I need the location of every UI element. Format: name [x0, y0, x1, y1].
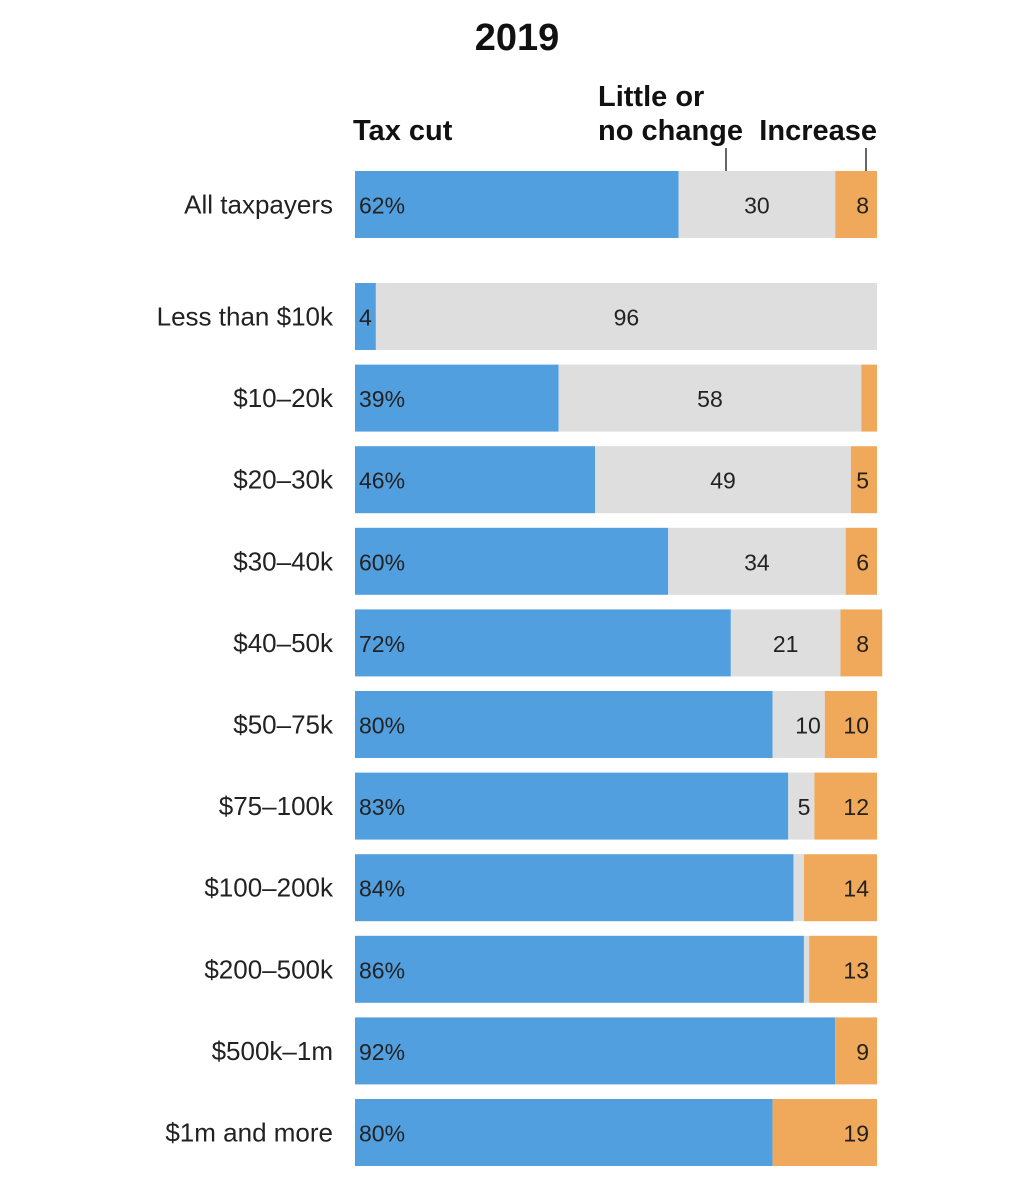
data-label: 34 — [744, 549, 770, 575]
data-label: 39% — [359, 386, 405, 412]
bar-segment-increase — [845, 527, 877, 595]
bar-segment-increase — [835, 171, 877, 238]
bar-segment-tax-cut — [355, 446, 596, 514]
bar-segment-tax-cut — [355, 1099, 773, 1166]
data-label: 92% — [359, 1039, 405, 1065]
category-label: $30–40k — [233, 546, 334, 576]
bar-row: $40–50k 72% 21 8 — [233, 609, 883, 677]
bar-segment-increase — [850, 446, 877, 514]
category-label: Less than $10k — [157, 302, 334, 332]
chart-title: 2019 — [475, 17, 560, 59]
category-label: $20–30k — [233, 465, 334, 495]
bar-row: $50–75k 80% 10 10 — [233, 691, 877, 758]
bar-segment-tax-cut — [355, 171, 679, 238]
bar-segment-little-or-no-change — [558, 364, 862, 432]
category-label: $500k–1m — [212, 1036, 333, 1066]
data-label: 72% — [359, 631, 405, 657]
data-label: 21 — [773, 631, 799, 657]
category-label: $40–50k — [233, 628, 334, 658]
bar-row: Less than $10k 4 96 — [157, 283, 877, 350]
data-label: 86% — [359, 957, 405, 983]
bar-row: $20–30k 46% 49 5 — [233, 446, 877, 514]
bar-segment-little-or-no-change — [730, 609, 841, 677]
bar-segment-tax-cut — [355, 527, 669, 595]
data-label: 96 — [614, 305, 640, 331]
bar-segment-tax-cut — [355, 691, 773, 758]
bar-segment-little-or-no-change — [803, 935, 810, 1003]
legend-little-or-no-change-line1: Little or — [598, 81, 704, 113]
bar-row: $30–40k 60% 34 6 — [233, 527, 877, 595]
bar-segment-tax-cut — [355, 609, 731, 677]
data-label: 80% — [359, 713, 405, 739]
data-label: 5 — [798, 794, 811, 820]
data-label: 80% — [359, 1121, 405, 1147]
bar-segment-tax-cut — [355, 1017, 836, 1085]
category-label: $75–100k — [219, 791, 334, 821]
bar-segment-increase — [835, 1017, 877, 1085]
bar-segment-increase — [861, 364, 877, 432]
bar-segment-increase — [772, 1099, 877, 1166]
bar-segment-tax-cut — [355, 364, 559, 432]
bar-segment-tax-cut — [355, 772, 789, 840]
category-label: $200–500k — [204, 954, 334, 984]
bar-segment-little-or-no-change — [788, 772, 815, 840]
data-label: 4 — [359, 305, 372, 331]
data-label: 30 — [744, 193, 770, 219]
bar-row: All taxpayers 62% 30 8 — [184, 171, 877, 238]
data-label: 6 — [856, 549, 869, 575]
bar-segment-tax-cut — [355, 935, 804, 1003]
data-label: 13 — [843, 957, 869, 983]
data-label: 5 — [856, 468, 869, 494]
bar-segment-little-or-no-change — [375, 283, 877, 350]
category-label: $100–200k — [204, 873, 334, 903]
data-label: 19 — [843, 1121, 869, 1147]
bar-row: $100–200k 84% 14 — [204, 854, 877, 922]
legend-little-or-no-change-line2: no change — [598, 115, 743, 147]
data-label: 46% — [359, 468, 405, 494]
bar-row: $1m and more 80% 19 — [165, 1099, 877, 1166]
data-label: 10 — [795, 713, 821, 739]
legend-tax-cut: Tax cut — [353, 115, 453, 147]
data-label: 58 — [697, 386, 723, 412]
legend-increase: Increase — [759, 115, 877, 147]
data-label: 84% — [359, 876, 405, 902]
data-label: 12 — [843, 794, 869, 820]
data-label: 14 — [843, 876, 869, 902]
category-label: $1m and more — [165, 1118, 333, 1148]
data-label: 8 — [856, 193, 869, 219]
data-label: 10 — [843, 713, 869, 739]
data-label: 60% — [359, 549, 405, 575]
bar-segment-little-or-no-change — [668, 527, 846, 595]
bar-segment-increase — [803, 854, 877, 922]
data-label: 49 — [710, 468, 736, 494]
bar-segment-little-or-no-change — [595, 446, 851, 514]
bar-segment-little-or-no-change — [772, 691, 825, 758]
data-label: 83% — [359, 794, 405, 820]
bar-segment-increase — [824, 691, 877, 758]
category-label: All taxpayers — [184, 190, 333, 220]
bar-segment-increase — [809, 935, 877, 1003]
bar-row: $75–100k 83% 5 12 — [219, 772, 877, 840]
bar-row: $500k–1m 92% 9 — [212, 1017, 877, 1085]
bar-segment-little-or-no-change — [793, 854, 804, 922]
data-label: 8 — [856, 631, 869, 657]
category-label: $10–20k — [233, 383, 334, 413]
bar-row: $10–20k 39% 58 — [233, 364, 877, 432]
bar-row: $200–500k 86% 13 — [204, 935, 877, 1003]
data-label: 9 — [856, 1039, 869, 1065]
bar-segment-tax-cut — [355, 283, 376, 350]
bar-segment-increase — [840, 609, 883, 677]
bar-segment-tax-cut — [355, 854, 794, 922]
bar-segment-little-or-no-change — [678, 171, 836, 238]
category-label: $50–75k — [233, 710, 334, 740]
bar-segment-increase — [814, 772, 877, 840]
data-label: 62% — [359, 193, 405, 219]
